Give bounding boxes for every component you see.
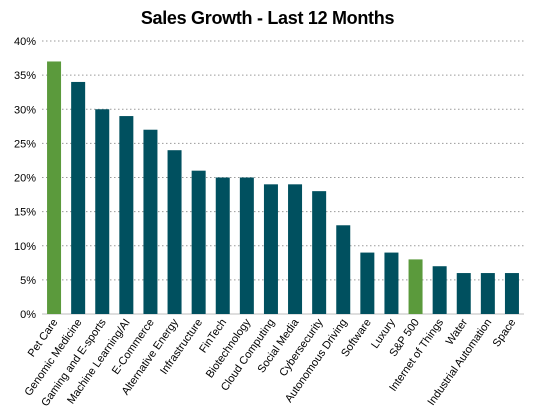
y-tick-label: 40% [14, 36, 36, 48]
bar [119, 116, 134, 314]
bar [312, 191, 327, 314]
bar [408, 259, 423, 314]
bar [336, 225, 351, 314]
y-tick-label: 15% [14, 207, 36, 219]
bar [480, 273, 495, 314]
bar [504, 273, 519, 314]
y-axis-ticks: 0% 5% 10% 15% 20% 25% 30% 35% 40% [14, 36, 36, 321]
y-tick-label: 25% [14, 138, 36, 150]
y-tick-label: 5% [20, 275, 36, 287]
bar [95, 109, 110, 314]
bar [360, 252, 375, 314]
bar [288, 184, 303, 314]
bar [167, 150, 182, 314]
bar [263, 184, 278, 314]
bars [47, 61, 519, 314]
bar [47, 61, 62, 314]
bar [143, 129, 158, 314]
bar [384, 252, 399, 314]
bar [456, 273, 471, 314]
y-tick-label: 20% [14, 173, 36, 185]
bar [71, 81, 86, 314]
y-tick-label: 30% [14, 104, 36, 116]
bar [191, 170, 206, 314]
x-tick-label: Space [491, 317, 519, 349]
y-tick-label: 10% [14, 241, 36, 253]
bar [215, 177, 230, 314]
y-tick-label: 35% [14, 70, 36, 82]
bar [239, 177, 254, 314]
y-tick-label: 0% [20, 309, 36, 321]
chart-title: Sales Growth - Last 12 Months [140, 8, 395, 28]
bar [432, 266, 447, 314]
gridlines [42, 40, 524, 315]
